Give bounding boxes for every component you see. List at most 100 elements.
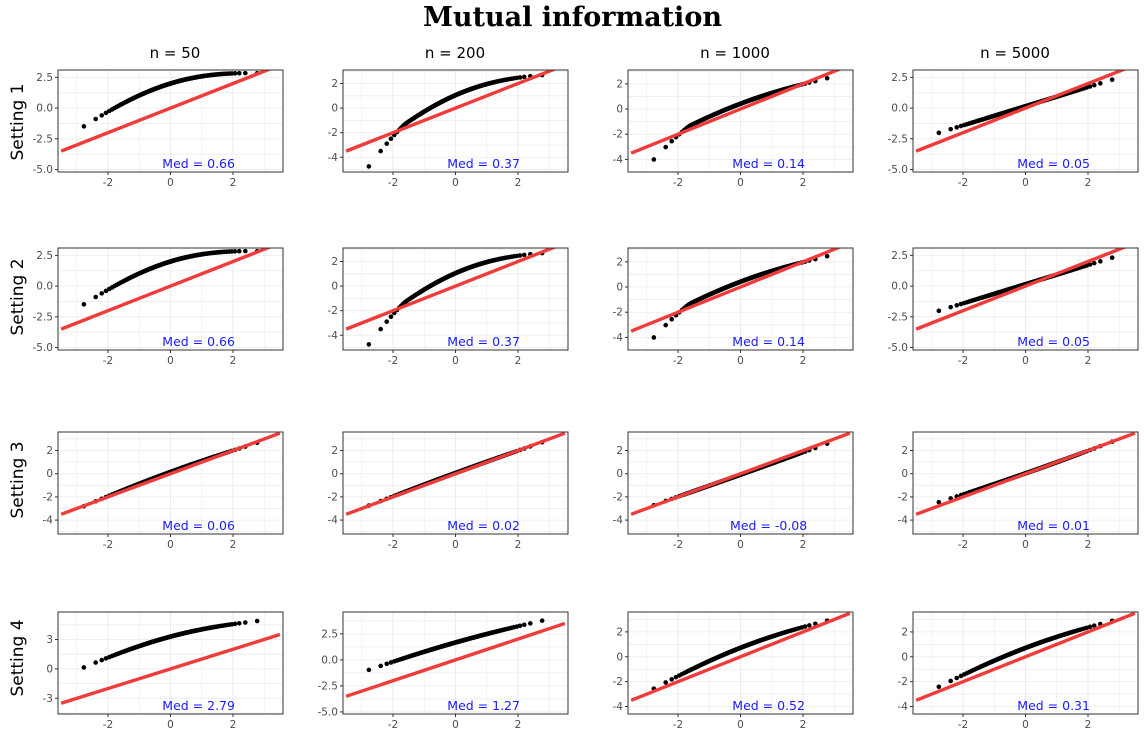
qq-point: [243, 248, 248, 254]
y-tick-label: -2.5: [888, 311, 909, 323]
qq-panel-r2-c2: -2 0 2 -4 -2 0 2 Med = 0.37: [328, 247, 569, 367]
median-annotation: Med = 1.27: [447, 698, 520, 713]
qq-point: [948, 126, 953, 132]
qq-point: [1098, 259, 1103, 264]
qq-point: [954, 675, 960, 681]
y-tick-label: 2: [901, 626, 908, 638]
qq-point: [236, 70, 242, 76]
qq-point: [1087, 84, 1093, 89]
median-annotation: Med = 0.66: [162, 156, 235, 171]
reference-line: [345, 70, 558, 153]
y-tick-label: 0: [616, 468, 623, 480]
median-annotation: Med = 2.79: [162, 698, 235, 713]
y-tick-label: -5.0: [888, 164, 909, 176]
qq-points: [366, 72, 545, 169]
median-annotation: Med = 0.37: [447, 334, 520, 349]
x-tick-label: 0: [167, 177, 174, 189]
qq-point: [236, 248, 242, 254]
qq-point: [663, 322, 668, 328]
reference-line: [630, 612, 851, 702]
qq-point: [93, 294, 98, 300]
qq-point: [366, 342, 372, 347]
qq-panel-r3-c4: -2 0 2 -4 -2 0 2 Med = 0.01: [898, 431, 1139, 551]
x-tick-label: -2: [388, 719, 398, 731]
qq-point: [81, 124, 87, 129]
qq-point: [378, 148, 383, 154]
qq-panel-r3-c3: -2 0 2 -4 -2 0 2 Med = -0.08: [613, 431, 854, 551]
reference-line: [345, 621, 566, 698]
x-tick-label: 0: [167, 355, 174, 367]
y-tick-label: 2: [331, 78, 338, 90]
median-annotation: Med = 0.05: [1017, 334, 1090, 349]
qq-points: [366, 618, 545, 673]
x-tick-label: 2: [800, 177, 807, 189]
y-tick-label: -2: [328, 127, 338, 139]
qq-point: [93, 116, 98, 122]
qq-point: [936, 684, 942, 690]
qq-panel-r4-c3: -2 0 2 -4 -2 0 2 Med = 0.52: [613, 611, 854, 731]
qq-point: [517, 75, 523, 80]
x-tick-label: 0: [452, 355, 459, 367]
qq-points: [651, 618, 830, 691]
y-tick-label: -2: [43, 491, 53, 503]
qq-point: [948, 304, 953, 310]
y-tick-label: 2: [331, 256, 338, 268]
qq-panel-r2-c4: -2 0 2 -5.0 -2.5 0.0 2.5 Med = 0.05: [888, 247, 1139, 367]
y-tick-label: 2: [616, 626, 623, 638]
qq-point: [936, 308, 942, 314]
qq-point: [1109, 255, 1115, 260]
qq-point: [378, 663, 383, 669]
median-annotation: Med = 0.01: [1017, 518, 1090, 533]
y-tick-label: -4: [43, 515, 54, 527]
y-tick-label: 0: [901, 468, 908, 480]
x-tick-label: 0: [1022, 177, 1029, 189]
reference-line: [630, 70, 842, 155]
reference-line: [915, 612, 1136, 702]
x-tick-label: 2: [515, 719, 522, 731]
y-tick-label: 0: [46, 663, 53, 675]
y-tick-label: 2.5: [891, 250, 908, 262]
column-header-n50: n = 50: [149, 44, 201, 62]
x-tick-label: -2: [388, 177, 398, 189]
x-tick-label: 0: [167, 719, 174, 731]
y-tick-label: -2: [898, 491, 908, 503]
x-tick-label: 0: [737, 719, 744, 731]
y-tick-label: -5.0: [318, 706, 339, 718]
x-tick-label: 2: [1085, 177, 1092, 189]
qq-point: [99, 113, 105, 118]
reference-line: [345, 432, 566, 516]
qq-panel-r1-c3: -2 0 2 -4 -2 0 2 Med = 0.14: [613, 69, 854, 189]
qq-panel-r2-c1: -2 0 2 -5.0 -2.5 0.0 2.5 Med = 0.66: [33, 247, 284, 367]
x-tick-label: 0: [1022, 355, 1029, 367]
y-tick-label: -2.5: [33, 133, 54, 145]
y-tick-label: -4: [328, 330, 339, 342]
median-annotation: Med = 0.14: [732, 334, 805, 349]
reference-line: [60, 248, 273, 331]
column-header-n5000: n = 5000: [980, 44, 1050, 62]
median-annotation: Med = 0.02: [447, 518, 520, 533]
x-tick-label: 0: [452, 719, 459, 731]
x-tick-label: -2: [103, 719, 113, 731]
qq-points: [81, 618, 260, 670]
qq-point: [232, 71, 238, 76]
x-tick-label: -2: [103, 539, 113, 551]
x-tick-label: 0: [452, 177, 459, 189]
qq-point: [1098, 81, 1103, 86]
qq-point: [824, 75, 830, 81]
qq-panel-r4-c2: -2 0 2 -5.0 -2.5 0.0 2.5 Med = 1.27: [318, 611, 569, 731]
x-tick-label: 2: [800, 355, 807, 367]
qq-point: [806, 623, 812, 628]
qq-panel-r4-c4: -2 0 2 -4 -2 0 2 Med = 0.31: [898, 611, 1139, 731]
y-tick-label: -2.5: [33, 311, 54, 323]
y-tick-label: -2: [328, 491, 338, 503]
x-tick-label: 2: [515, 355, 522, 367]
reference-line: [915, 432, 1136, 516]
median-annotation: Med = 0.31: [1017, 698, 1090, 713]
y-tick-label: 2.5: [36, 72, 53, 84]
qq-panel-r1-c2: -2 0 2 -4 -2 0 2 Med = 0.37: [328, 69, 569, 189]
reference-line: [60, 632, 281, 705]
reference-line: [630, 248, 842, 333]
y-tick-label: -4: [613, 701, 624, 713]
reference-line: [630, 432, 851, 516]
y-tick-label: 0: [616, 104, 623, 116]
